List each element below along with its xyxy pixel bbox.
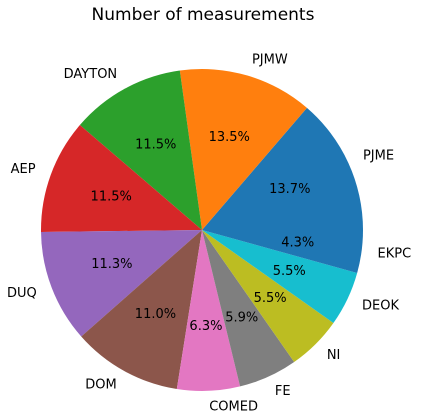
pie-slice-comed [176,230,241,391]
pie-slice-ni [202,230,334,363]
slice-label-aep: AEP [11,162,36,177]
slice-label-ni: NI [327,348,341,363]
percent-label-comed: 6.3% [189,319,222,334]
percent-label-duq: 11.3% [91,257,132,272]
percent-label-deok: 5.5% [273,264,306,279]
percent-label-ekpc: 4.3% [281,236,314,251]
slice-label-pjme: PJME [363,149,394,164]
pie-slice-labels: PJME PJMW DAYTON AEP DUQ DOM COMED FE NI DEOK EKPC [7,53,411,415]
pie-slice-duq [41,230,202,337]
percent-label-fe: 5.9% [225,311,258,326]
pie-percent-labels: 13.7% 13.5% 11.5% 11.5% 11.3% 11.0% 6.3%5.9% 5.… [91,130,315,334]
slice-label-fe: FE [275,384,291,399]
percent-label-dom: 11.0% [135,307,176,322]
pie-slice-dom [81,230,202,390]
percent-label-pjme: 13.7% [269,182,310,197]
slice-label-comed: COMED [209,399,258,414]
percent-label-dayton: 11.5% [135,138,176,153]
pie-slices [41,68,363,391]
pie-slice-dayton [79,70,202,231]
slice-label-dayton: DAYTON [64,67,118,82]
percent-label-aep: 11.5% [91,189,132,204]
percent-label-pjmw: 13.5% [209,130,250,145]
slice-label-ekpc: EKPC [377,246,411,261]
slice-label-deok: DEOK [362,298,399,313]
chart-title: Number of measurements [92,5,315,25]
pie-slice-pjme [202,107,363,230]
pie-slice-deok [202,230,358,323]
pie-slice-aep [41,125,202,233]
slice-label-dom: DOM [85,378,116,393]
slice-label-duq: DUQ [7,286,37,301]
pie-slice-ekpc [202,230,363,273]
pie-slice-pjmw [179,68,307,230]
percent-label-ni: 5.5% [254,291,287,306]
slice-label-pjmw: PJMW [252,53,288,68]
pie-slice-fe [202,230,295,387]
